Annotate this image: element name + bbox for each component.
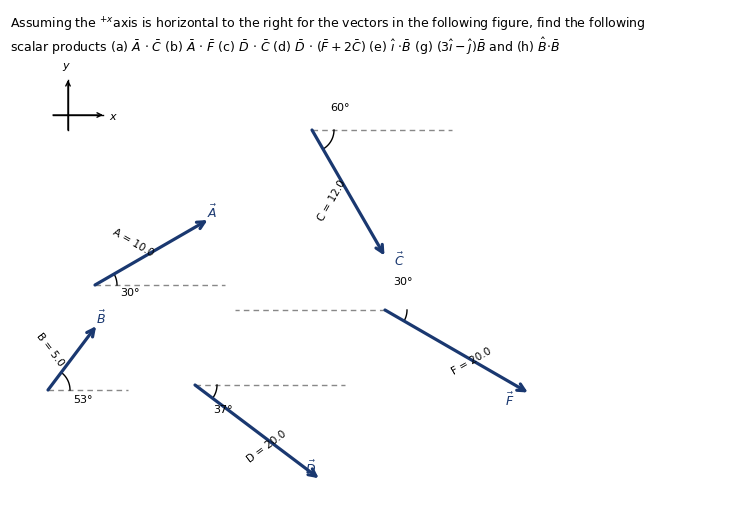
Text: $x$: $x$ xyxy=(109,112,118,122)
Text: C = 12.0: C = 12.0 xyxy=(317,179,348,223)
Text: $\vec{F}$: $\vec{F}$ xyxy=(505,392,515,409)
Text: $\vec{A}$: $\vec{A}$ xyxy=(208,203,218,221)
Text: F = 20.0: F = 20.0 xyxy=(450,346,493,377)
Text: $\vec{B}$: $\vec{B}$ xyxy=(96,309,106,327)
Text: 60°: 60° xyxy=(330,103,349,113)
Text: 53°: 53° xyxy=(73,395,93,405)
Text: 37°: 37° xyxy=(213,405,232,415)
Text: B = 5.0: B = 5.0 xyxy=(34,332,66,369)
Text: Assuming the $^{+x}$axis is horizontal to the right for the vectors in the follo: Assuming the $^{+x}$axis is horizontal t… xyxy=(10,16,645,34)
Text: scalar products (a) $\bar{A}$ $\cdot$ $\bar{C}$ (b) $\bar{A}$ $\cdot$ $\bar{F}$ : scalar products (a) $\bar{A}$ $\cdot$ $\… xyxy=(10,36,560,57)
Text: $\vec{D}$: $\vec{D}$ xyxy=(306,460,317,477)
Text: D = 20.0: D = 20.0 xyxy=(246,429,288,464)
Text: A = 10.0: A = 10.0 xyxy=(111,227,156,258)
Text: $\vec{C}$: $\vec{C}$ xyxy=(394,252,405,269)
Text: $y$: $y$ xyxy=(61,61,70,73)
Text: 30°: 30° xyxy=(393,277,412,287)
Text: 30°: 30° xyxy=(120,288,140,298)
